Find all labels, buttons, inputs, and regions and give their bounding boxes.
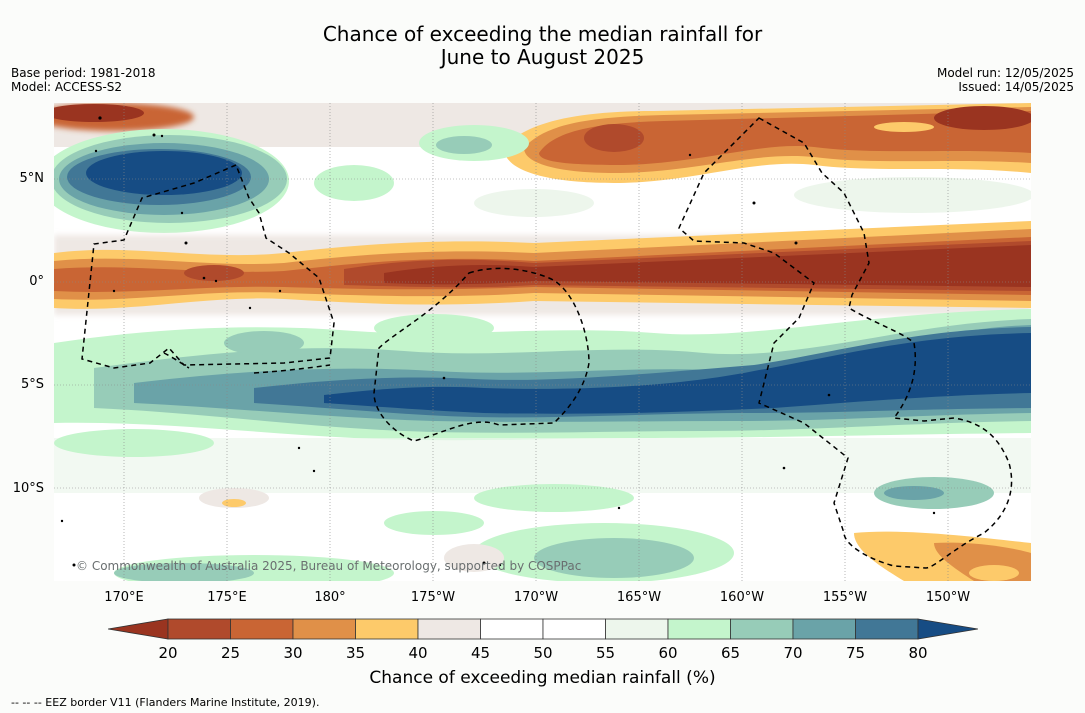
lat-label-0: 0° bbox=[29, 274, 44, 289]
lon-label-180: 180° bbox=[314, 590, 346, 605]
colorbar-segment bbox=[667, 618, 731, 640]
eez-borders bbox=[81, 117, 1013, 569]
colorbar-tick-label: 30 bbox=[283, 644, 303, 662]
lon-label-155w: 155°W bbox=[822, 590, 868, 605]
colorbar-tick-label: 80 bbox=[908, 644, 928, 662]
colorbar-tick-label: 50 bbox=[533, 644, 553, 662]
colorbar-segment bbox=[292, 618, 356, 640]
colorbar-tick-label: 45 bbox=[470, 644, 491, 662]
lon-label-165w: 165°W bbox=[616, 590, 662, 605]
colorbar-tick-label: 35 bbox=[345, 644, 366, 662]
lon-label-175w: 175°W bbox=[410, 590, 456, 605]
north-dry-band bbox=[54, 103, 1031, 183]
eez-legend-footnote: -- -- -- EEZ border V11 (Flanders Marine… bbox=[11, 696, 320, 709]
colorbar bbox=[107, 616, 979, 642]
colorbar-tick-label: 65 bbox=[720, 644, 741, 662]
colorbar-tick-label: 20 bbox=[158, 644, 178, 662]
south-mixed-region bbox=[54, 429, 1031, 581]
colorbar-graphic bbox=[107, 618, 979, 640]
copyright-notice: © Commonwealth of Australia 2025, Bureau… bbox=[76, 559, 582, 573]
lat-label-5n: 5°N bbox=[19, 171, 45, 186]
lon-label-160w: 160°W bbox=[719, 590, 765, 605]
graticule bbox=[54, 103, 1031, 581]
model-name-text: Model: ACCESS-S2 bbox=[11, 80, 123, 94]
colorbar-segment bbox=[230, 618, 294, 640]
colorbar-tick-label: 55 bbox=[595, 644, 616, 662]
rainfall-map: © Commonwealth of Australia 2025, Bureau… bbox=[54, 103, 1031, 581]
base-period-text: Base period: 1981-2018 bbox=[11, 66, 156, 80]
north-wet-region bbox=[54, 125, 1031, 233]
lon-label-170e: 170°E bbox=[104, 590, 144, 605]
issued-date-text: Issued: 14/05/2025 bbox=[958, 80, 1074, 94]
colorbar-segment bbox=[730, 618, 794, 640]
lon-label-150w: 150°W bbox=[925, 590, 971, 605]
colorbar-segment bbox=[480, 618, 544, 640]
colorbar-segment bbox=[542, 618, 606, 640]
south-wet-band bbox=[54, 309, 1031, 441]
colorbar-segment bbox=[855, 618, 919, 640]
colorbar-tick-label: 40 bbox=[408, 644, 428, 662]
equatorial-dry-band bbox=[54, 221, 1031, 315]
chart-title: Chance of exceeding the median rainfall … bbox=[322, 22, 763, 46]
colorbar-segment bbox=[792, 618, 856, 640]
colorbar-label: Chance of exceeding median rainfall (%) bbox=[369, 668, 716, 688]
lat-label-5s: 5°S bbox=[20, 377, 44, 392]
colorbar-segment bbox=[355, 618, 419, 640]
colorbar-segment bbox=[417, 618, 481, 640]
islands bbox=[60, 116, 936, 567]
colorbar-segment bbox=[167, 618, 231, 640]
colorbar-tick-label: 25 bbox=[220, 644, 241, 662]
colorbar-lower-extension bbox=[107, 618, 169, 640]
colorbar-tick-label: 75 bbox=[845, 644, 866, 662]
colorbar-segment bbox=[605, 618, 669, 640]
chart-subtitle: June to August 2025 bbox=[440, 45, 645, 69]
lon-label-175e: 175°E bbox=[207, 590, 247, 605]
model-run-text: Model run: 12/05/2025 bbox=[936, 66, 1074, 80]
map-canvas bbox=[54, 103, 1031, 581]
colorbar-tick-label: 60 bbox=[658, 644, 678, 662]
lat-label-10s: 10°S bbox=[12, 481, 44, 496]
colorbar-tick-label: 70 bbox=[783, 644, 803, 662]
lon-label-170w: 170°W bbox=[513, 590, 559, 605]
colorbar-upper-extension bbox=[917, 618, 979, 640]
